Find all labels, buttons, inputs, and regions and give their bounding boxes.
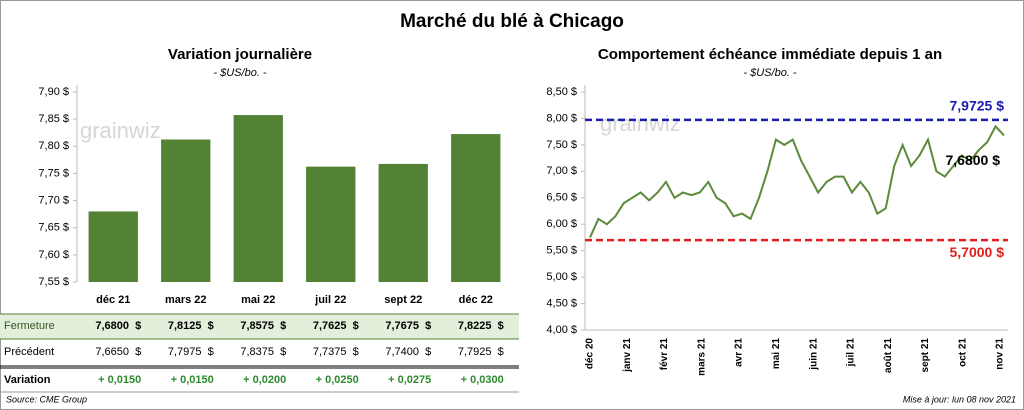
- previous-price: 7,7925 $: [458, 346, 504, 358]
- change: + 0,0275: [388, 374, 431, 386]
- x-tick-label: sept 21: [920, 338, 931, 373]
- y-tick-label: 7,50 $: [546, 139, 577, 151]
- line-title: Comportement échéance immédiate depuis 1…: [598, 46, 942, 63]
- x-tick-label: mars 21: [696, 338, 707, 376]
- previous-price: 7,6650 $: [95, 346, 141, 358]
- x-tick-label: févr 21: [659, 338, 670, 371]
- price-line: [589, 124, 1005, 238]
- x-tick-label: mars 22: [165, 294, 207, 306]
- x-tick-label: juin 21: [808, 338, 819, 371]
- x-tick-label: mai 22: [241, 294, 275, 306]
- x-tick-label: déc 21: [96, 294, 130, 306]
- row-label: Variation: [4, 374, 51, 386]
- bar: [378, 163, 428, 282]
- line-unit: - $US/bo. -: [743, 67, 797, 79]
- y-tick-label: 4,00 $: [546, 324, 577, 336]
- last-price-label: 7,6800 $: [946, 152, 1001, 168]
- change: + 0,0300: [461, 374, 504, 386]
- source: Source: CME Group: [6, 394, 87, 404]
- closing-price: 7,7625 $: [313, 320, 359, 332]
- y-tick-label: 6,50 $: [546, 192, 577, 204]
- change: + 0,0200: [243, 374, 286, 386]
- x-tick-label: juil 22: [314, 294, 346, 306]
- watermark: grainwiz: [600, 111, 681, 136]
- change: + 0,0150: [98, 374, 141, 386]
- y-tick-label: 5,00 $: [546, 271, 577, 283]
- change: + 0,0150: [171, 374, 214, 386]
- y-tick-label: 7,80 $: [38, 140, 69, 152]
- previous-price: 7,7400 $: [385, 346, 431, 358]
- x-tick-label: nov 21: [995, 338, 1006, 370]
- x-tick-label: oct 21: [957, 338, 968, 367]
- x-tick-label: déc 22: [459, 294, 493, 306]
- update-date: Mise à jour: lun 08 nov 2021: [903, 394, 1016, 404]
- y-tick-label: 7,70 $: [38, 194, 69, 206]
- bar-title: Variation journalière: [168, 46, 312, 63]
- closing-price: 7,8575 $: [240, 320, 286, 332]
- table-highlight: [0, 314, 519, 339]
- main-title: Marché du blé à Chicago: [400, 11, 624, 32]
- y-tick-label: 7,85 $: [38, 113, 69, 125]
- y-tick-label: 8,00 $: [546, 112, 577, 124]
- y-tick-label: 7,60 $: [38, 249, 69, 261]
- bar: [88, 211, 138, 282]
- watermark: grainwiz: [80, 118, 161, 143]
- bar: [161, 139, 211, 282]
- y-tick-label: 8,50 $: [546, 86, 577, 98]
- y-tick-label: 4,50 $: [546, 297, 577, 309]
- x-tick-label: juil 21: [846, 338, 857, 368]
- bar: [233, 115, 283, 282]
- bar: [306, 166, 356, 282]
- closing-price: 7,7675 $: [385, 320, 431, 332]
- reference-label: 7,9725 $: [950, 98, 1005, 114]
- row-label: Fermeture: [4, 320, 55, 332]
- bar-unit: - $US/bo. -: [213, 67, 267, 79]
- y-tick-label: 7,55 $: [38, 276, 69, 288]
- y-tick-label: 7,90 $: [38, 86, 69, 98]
- y-tick-label: 7,00 $: [546, 165, 577, 177]
- previous-price: 7,8375 $: [240, 346, 286, 358]
- y-tick-label: 6,00 $: [546, 218, 577, 230]
- previous-price: 7,7975 $: [168, 346, 214, 358]
- closing-price: 7,6800 $: [95, 320, 141, 332]
- bar: [451, 134, 501, 282]
- x-tick-label: mai 21: [771, 338, 782, 370]
- closing-price: 7,8125 $: [168, 320, 214, 332]
- x-tick-label: janv 21: [622, 338, 633, 373]
- x-tick-label: déc 20: [585, 338, 596, 370]
- x-tick-label: août 21: [883, 338, 894, 373]
- y-tick-label: 7,65 $: [38, 222, 69, 234]
- y-tick-label: 7,75 $: [38, 167, 69, 179]
- row-label: Précédent: [4, 346, 54, 358]
- y-tick-label: 5,50 $: [546, 245, 577, 257]
- x-tick-label: avr 21: [734, 338, 745, 367]
- x-tick-label: sept 22: [384, 294, 422, 306]
- change: + 0,0250: [316, 374, 359, 386]
- reference-label: 5,7000 $: [950, 244, 1005, 260]
- previous-price: 7,7375 $: [313, 346, 359, 358]
- closing-price: 7,8225 $: [458, 320, 504, 332]
